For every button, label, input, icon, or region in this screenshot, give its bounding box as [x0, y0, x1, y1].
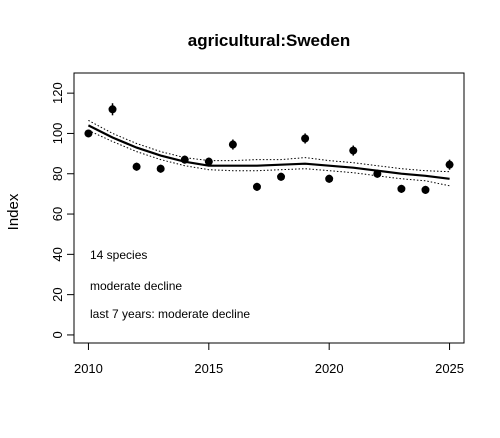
data-point [156, 164, 165, 173]
data-point [84, 129, 93, 138]
data-point [108, 105, 117, 114]
y-tick-label: 0 [50, 331, 65, 338]
data-point [445, 160, 454, 169]
data-point [180, 155, 189, 164]
data-point [204, 157, 213, 166]
data-point [228, 140, 237, 149]
data-point [421, 185, 430, 194]
x-tick-label: 2010 [74, 361, 103, 376]
y-tick-label: 120 [50, 82, 65, 104]
y-axis-label: Index [5, 193, 22, 230]
y-tick-label: 20 [50, 287, 65, 301]
plot-frame [73, 72, 465, 344]
x-tick-label: 2020 [315, 361, 344, 376]
trend-line [87, 124, 450, 180]
y-tick-label: 100 [50, 123, 65, 145]
data-point [349, 146, 358, 155]
trend-upper-bound [88, 119, 450, 173]
annotation-species-count: 14 species [90, 248, 147, 262]
data-point [301, 134, 310, 143]
y-tick-label: 60 [50, 207, 65, 221]
y-tick-label: 40 [50, 247, 65, 261]
annotation-recent-trend: last 7 years: moderate decline [90, 307, 250, 321]
data-point [132, 162, 141, 171]
annotation-trend: moderate decline [90, 279, 182, 293]
chart-title: agricultural:Sweden [188, 31, 350, 50]
x-tick-label: 2015 [194, 361, 223, 376]
data-point [277, 172, 286, 181]
axes: 2010 2015 2020 2025 0 20 40 60 80 100 120 [50, 82, 464, 376]
data-point [325, 174, 334, 183]
data-point [397, 184, 406, 193]
x-tick-label: 2025 [435, 361, 464, 376]
y-tick-label: 80 [50, 167, 65, 181]
data-point [373, 169, 382, 178]
data-marks [84, 103, 454, 194]
data-point [252, 182, 261, 191]
trend-lower-bound [88, 129, 450, 187]
